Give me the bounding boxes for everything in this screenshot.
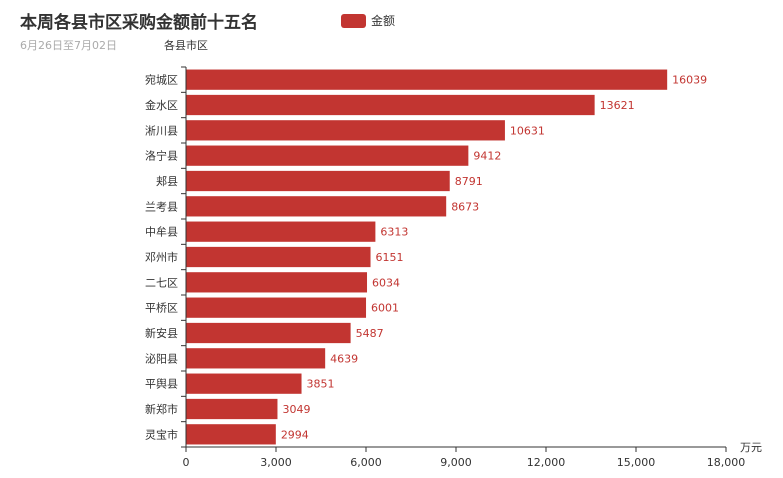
value-label-10: 5487 bbox=[356, 327, 384, 340]
y-tick-label-14: 灵宝市 bbox=[145, 427, 178, 441]
bar-2[interactable] bbox=[186, 120, 505, 141]
y-tick-label-10: 新安县 bbox=[145, 326, 178, 340]
x-tick-label-3: 9,000 bbox=[440, 456, 472, 469]
x-tick-label-6: 18,000 bbox=[707, 456, 746, 469]
y-tick-label-1: 金水区 bbox=[145, 98, 178, 112]
y-tick-label-3: 洛宁县 bbox=[145, 149, 178, 163]
y-tick-label-8: 二七区 bbox=[145, 276, 178, 289]
x-tick-label-5: 15,000 bbox=[617, 456, 656, 469]
bar-11[interactable] bbox=[186, 348, 326, 369]
value-label-3: 9412 bbox=[473, 150, 501, 163]
bar-1[interactable] bbox=[186, 94, 595, 116]
value-label-12: 3851 bbox=[307, 378, 335, 391]
y-tick-label-5: 兰考县 bbox=[145, 200, 178, 213]
value-label-2: 10631 bbox=[510, 124, 545, 137]
bar-6[interactable] bbox=[186, 221, 376, 242]
value-label-6: 6313 bbox=[380, 226, 408, 239]
value-label-11: 4639 bbox=[330, 352, 358, 365]
y-tick-label-7: 邓州市 bbox=[145, 250, 178, 264]
bar-0[interactable] bbox=[186, 69, 668, 90]
value-label-1: 13621 bbox=[600, 99, 635, 112]
y-tick-label-12: 平舆县 bbox=[145, 377, 178, 391]
bar-3[interactable] bbox=[186, 145, 469, 166]
legend-label[interactable]: 金额 bbox=[371, 14, 396, 28]
bar-13[interactable] bbox=[186, 398, 278, 420]
bar-5[interactable] bbox=[186, 196, 447, 217]
bar-12[interactable] bbox=[186, 373, 302, 394]
x-tick-label-1: 3,000 bbox=[260, 456, 292, 469]
legend-swatch[interactable] bbox=[341, 13, 366, 28]
bar-4[interactable] bbox=[186, 170, 450, 192]
value-label-13: 3049 bbox=[282, 403, 310, 416]
x-tick-label-2: 6,000 bbox=[350, 456, 382, 469]
value-label-14: 2994 bbox=[281, 428, 309, 441]
bar-14[interactable] bbox=[186, 424, 276, 445]
chart-title: 本周各县市区采购金额前十五名 bbox=[20, 13, 258, 33]
y-tick-label-2: 淅川县 bbox=[145, 123, 178, 137]
x-tick-label-0: 0 bbox=[183, 456, 190, 469]
value-label-4: 8791 bbox=[455, 175, 483, 188]
y-tick-label-4: 郏县 bbox=[156, 175, 178, 188]
y-tick-label-0: 宛城区 bbox=[145, 73, 178, 87]
legend[interactable]: 金额 bbox=[341, 12, 395, 29]
value-label-8: 6034 bbox=[372, 276, 400, 289]
y-axis-name: 各县市区 bbox=[164, 38, 208, 52]
bar-8[interactable] bbox=[186, 272, 368, 293]
y-tick-label-13: 新郑市 bbox=[145, 402, 178, 416]
value-label-5: 8673 bbox=[451, 200, 479, 213]
x-tick-label-4: 12,000 bbox=[527, 456, 566, 469]
value-label-9: 6001 bbox=[371, 302, 399, 315]
bar-10[interactable] bbox=[186, 322, 351, 344]
y-tick-label-11: 泌阳县 bbox=[145, 352, 178, 365]
y-tick-label-6: 中牟县 bbox=[145, 225, 178, 239]
x-axis-name: 万元 bbox=[740, 441, 762, 454]
bar-7[interactable] bbox=[186, 246, 371, 268]
value-label-0: 16039 bbox=[672, 74, 707, 87]
chart-subtitle: 6月26日至7月02日 bbox=[20, 39, 117, 52]
bar-9[interactable] bbox=[186, 297, 367, 318]
y-tick-label-9: 平桥区 bbox=[145, 302, 178, 315]
value-label-7: 6151 bbox=[376, 251, 404, 264]
